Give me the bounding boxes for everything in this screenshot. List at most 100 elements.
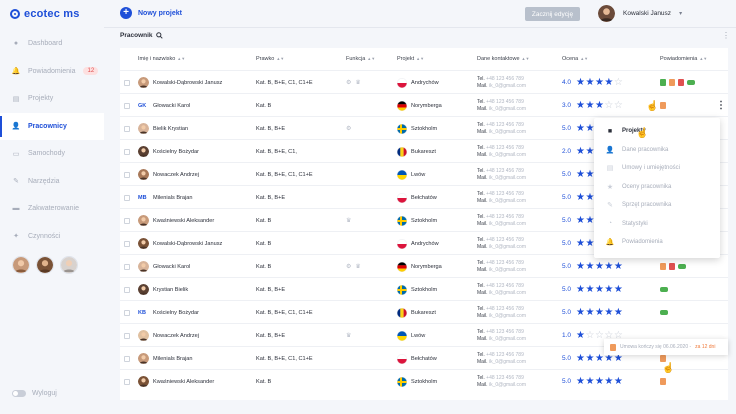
email-value[interactable]: ik_0@gmail.com (488, 243, 526, 250)
sort-icon[interactable]: ▲▼ (521, 56, 530, 61)
car-icon[interactable] (660, 287, 668, 292)
document-icon[interactable] (660, 79, 666, 86)
row-checkbox[interactable] (124, 263, 130, 270)
sidebar-item-dashboard[interactable]: ● Dashboard (0, 30, 104, 58)
employee-name[interactable]: Nowaczek Andrzej (153, 332, 200, 339)
email-value[interactable]: ik_0@gmail.com (488, 105, 526, 112)
email-value[interactable]: ik_0@gmail.com (488, 128, 526, 135)
table-row[interactable]: Krystian Bielik Kat. B, B+E Sztokholm Tel. … (120, 277, 728, 300)
document-icon[interactable] (660, 355, 666, 362)
project-name[interactable]: Sztokholm (411, 378, 438, 385)
row-checkbox[interactable] (124, 217, 130, 224)
column-header[interactable]: Prawko ▲▼ (256, 56, 284, 62)
avatar[interactable] (36, 256, 54, 274)
email-value[interactable]: ik_0@gmail.com (488, 82, 526, 89)
row-checkbox[interactable] (124, 355, 130, 362)
sort-icon[interactable]: ▲▼ (367, 56, 376, 61)
car-icon[interactable] (687, 80, 695, 85)
search-icon[interactable] (155, 32, 163, 39)
phone-value[interactable]: +48 123 456 789 (486, 190, 524, 197)
project-name[interactable]: Lwów (411, 332, 426, 339)
row-checkbox[interactable] (124, 171, 130, 178)
employee-name[interactable]: Kościelny Bożydar (153, 309, 200, 316)
phone-value[interactable]: +48 123 456 789 (486, 236, 524, 243)
menu-item-2[interactable]: ▤ Umowy i umiejętności (594, 159, 720, 178)
row-checkbox[interactable] (124, 332, 130, 339)
employee-name[interactable]: Kwaśniewski Aleksander (153, 217, 215, 224)
row-checkbox[interactable] (124, 125, 130, 132)
menu-item-6[interactable]: 🔔 Powiadomienia (594, 233, 720, 252)
row-menu-icon[interactable]: ⋮ (716, 100, 726, 111)
table-row[interactable]: GK Głowacki Karol Kat. B Norymberga Tel. +48… (120, 93, 728, 116)
employee-name[interactable]: Bielik Krystian (153, 125, 189, 132)
sort-icon[interactable]: ▲▼ (580, 56, 589, 61)
start-edit-button[interactable]: Zacznij edycję (525, 7, 580, 21)
phone-value[interactable]: +48 123 456 789 (486, 75, 524, 82)
avatar[interactable] (60, 256, 78, 274)
sidebar-item-projekty[interactable]: ▤ Projekty (0, 85, 104, 113)
menu-item-0[interactable]: ■ Projekty (594, 122, 720, 141)
row-checkbox[interactable] (124, 148, 130, 155)
column-header[interactable]: Projekt ▲▼ (397, 56, 424, 62)
project-name[interactable]: Lwów (411, 171, 426, 178)
project-name[interactable]: Sztokholm (411, 125, 438, 132)
project-name[interactable]: Bełchatów (411, 355, 437, 362)
employee-name[interactable]: Kowalski-Dąbrowski Janusz (153, 79, 223, 86)
row-checkbox[interactable] (124, 194, 130, 201)
row-checkbox[interactable] (124, 79, 130, 86)
toggle-icon[interactable] (12, 390, 26, 397)
email-value[interactable]: ik_0@gmail.com (488, 381, 526, 388)
email-value[interactable]: ik_0@gmail.com (488, 358, 526, 365)
project-name[interactable]: Sztokholm (411, 217, 438, 224)
rating-stars[interactable]: ★★★★★ (576, 376, 623, 387)
document-icon[interactable] (660, 263, 666, 270)
email-value[interactable]: ik_0@gmail.com (488, 174, 526, 181)
car-icon[interactable] (660, 310, 668, 315)
sidebar-item-narzędzia[interactable]: ✎ Narzędzia (0, 168, 104, 196)
project-name[interactable]: Bełchatów (411, 194, 437, 201)
avatar[interactable] (12, 256, 30, 274)
employee-name[interactable]: Milenials Brajan (153, 355, 193, 362)
phone-value[interactable]: +48 123 456 789 (486, 374, 524, 381)
phone-value[interactable]: +48 123 456 789 (486, 282, 524, 289)
project-name[interactable]: Sztokholm (411, 286, 438, 293)
phone-value[interactable]: +48 123 456 789 (486, 98, 524, 105)
email-value[interactable]: ik_0@gmail.com (488, 289, 526, 296)
rating-stars[interactable]: ★★★★★ (576, 284, 623, 295)
phone-value[interactable]: +48 123 456 789 (486, 305, 524, 312)
phone-value[interactable]: +48 123 456 789 (486, 144, 524, 151)
rating-stars[interactable]: ★ ☆ ☆ ☆ ☆ (576, 330, 623, 341)
sort-icon[interactable]: ▲▼ (416, 56, 425, 61)
document-icon[interactable] (669, 263, 675, 270)
rating-stars[interactable]: ★ ★ ★ ★ ☆ (576, 77, 623, 88)
table-row[interactable]: Głowacki Karol Kat. B ⚙ ♛ Norymberga Tel. +48… (120, 254, 728, 277)
project-name[interactable]: Andrychów (411, 240, 439, 247)
project-name[interactable]: Andrychów (411, 79, 439, 86)
project-name[interactable]: Norymberga (411, 263, 442, 270)
row-checkbox[interactable] (124, 102, 130, 109)
column-header[interactable]: Powiadomienia ▲▼ (660, 56, 707, 62)
employee-name[interactable]: Głowacki Karol (153, 263, 191, 270)
table-row[interactable]: Kowalski-Dąbrowski Janusz Kat. B, B+E, C1… (120, 70, 728, 93)
table-row[interactable]: Nowaczek Andrzej Kat. B, B+E ♛ Lwów Tel. +48… (120, 323, 728, 346)
menu-item-1[interactable]: 👤 Dane pracownika (594, 141, 720, 160)
new-project-button[interactable]: + Nowy projekt (120, 7, 182, 19)
document-icon[interactable] (660, 378, 666, 385)
project-name[interactable]: Bukareszt (411, 148, 436, 155)
column-header[interactable]: Dane kontaktowe ▲▼ (477, 56, 529, 62)
more-options-icon[interactable]: ⋮ (722, 31, 730, 40)
employee-name[interactable]: Kowalski-Dąbrowski Janusz (153, 240, 223, 247)
document-icon[interactable] (678, 79, 684, 86)
rating-stars[interactable]: ★★★★★ (576, 261, 623, 272)
sort-icon[interactable]: ▲▼ (276, 56, 285, 61)
employee-name[interactable]: Kwaśniewski Aleksander (153, 378, 215, 385)
phone-value[interactable]: +48 123 456 789 (486, 328, 524, 335)
sidebar-item-zakwaterowanie[interactable]: ▬ Zakwaterowanie (0, 195, 104, 223)
employee-name[interactable]: Głowacki Karol (153, 102, 191, 109)
sort-icon[interactable]: ▲▼ (177, 56, 186, 61)
menu-item-3[interactable]: ★ Oceny pracownika (594, 178, 720, 197)
document-icon[interactable] (660, 102, 666, 109)
phone-value[interactable]: +48 123 456 789 (486, 167, 524, 174)
sidebar-item-pracownicy[interactable]: 👤 Pracownicy (0, 112, 104, 140)
column-header[interactable]: Funkcja ▲▼ (346, 56, 375, 62)
